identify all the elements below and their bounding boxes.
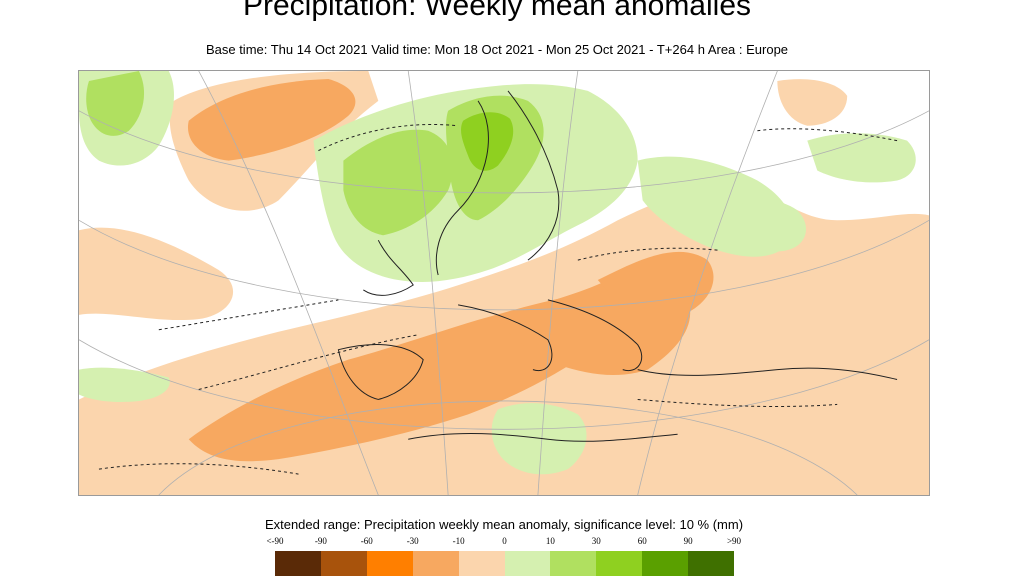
legend-swatch xyxy=(366,551,413,576)
legend-tick: -10 xyxy=(452,536,465,546)
anomaly-fields xyxy=(79,71,929,495)
dry-anomaly-northeast xyxy=(777,79,848,126)
wet-anomaly-northeast xyxy=(807,133,916,183)
legend-ticks: <-90 -90 -60 -30 -10 0 10 30 60 90 >90 xyxy=(266,536,741,548)
legend-tick: 0 xyxy=(502,536,507,546)
wet-anomaly-caucasus xyxy=(717,200,807,252)
legend-tick: <-90 xyxy=(266,536,284,546)
wet-strong-norway-coast xyxy=(461,112,514,171)
legend-tick: -30 xyxy=(406,536,419,546)
graticule xyxy=(79,71,929,495)
legend-swatch xyxy=(320,551,367,576)
dry-medium-greenland xyxy=(187,78,356,161)
coastlines xyxy=(337,90,898,442)
legend-swatch xyxy=(688,551,735,576)
significance-contours xyxy=(98,123,898,475)
legend-tick: -90 xyxy=(314,536,327,546)
legend-swatch xyxy=(458,551,505,576)
legend-swatch xyxy=(642,551,689,576)
europe-anomaly-map xyxy=(78,70,930,496)
chart-title: Precipitation: Weekly mean anomalies xyxy=(242,0,752,22)
wet-medium-scandinavia xyxy=(343,129,453,236)
legend-swatch xyxy=(596,551,643,576)
legend-swatch xyxy=(550,551,597,576)
chart-subtitle: Base time: Thu 14 Oct 2021 Valid time: M… xyxy=(205,42,789,57)
legend-swatch xyxy=(504,551,551,576)
legend-color-bar xyxy=(275,551,735,576)
dry-medium-iberia-med xyxy=(188,294,597,462)
wet-anomaly-north-africa xyxy=(491,403,587,475)
legend-swatch xyxy=(275,551,321,576)
wet-anomaly-atlantic-southwest xyxy=(79,367,170,402)
legend-tick: 10 xyxy=(545,536,555,546)
dry-medium-central-europe xyxy=(597,251,714,317)
legend-tick: 30 xyxy=(591,536,601,546)
legend-title: Extended range: Precipitation weekly mea… xyxy=(264,517,744,532)
dry-anomaly-atlantic xyxy=(79,227,234,321)
legend-tick: >90 xyxy=(726,536,742,546)
legend-tick: -60 xyxy=(360,536,373,546)
legend-tick: 90 xyxy=(683,536,693,546)
wet-medium-greenland xyxy=(86,71,145,136)
legend-tick: 60 xyxy=(637,536,647,546)
legend-swatch xyxy=(412,551,459,576)
